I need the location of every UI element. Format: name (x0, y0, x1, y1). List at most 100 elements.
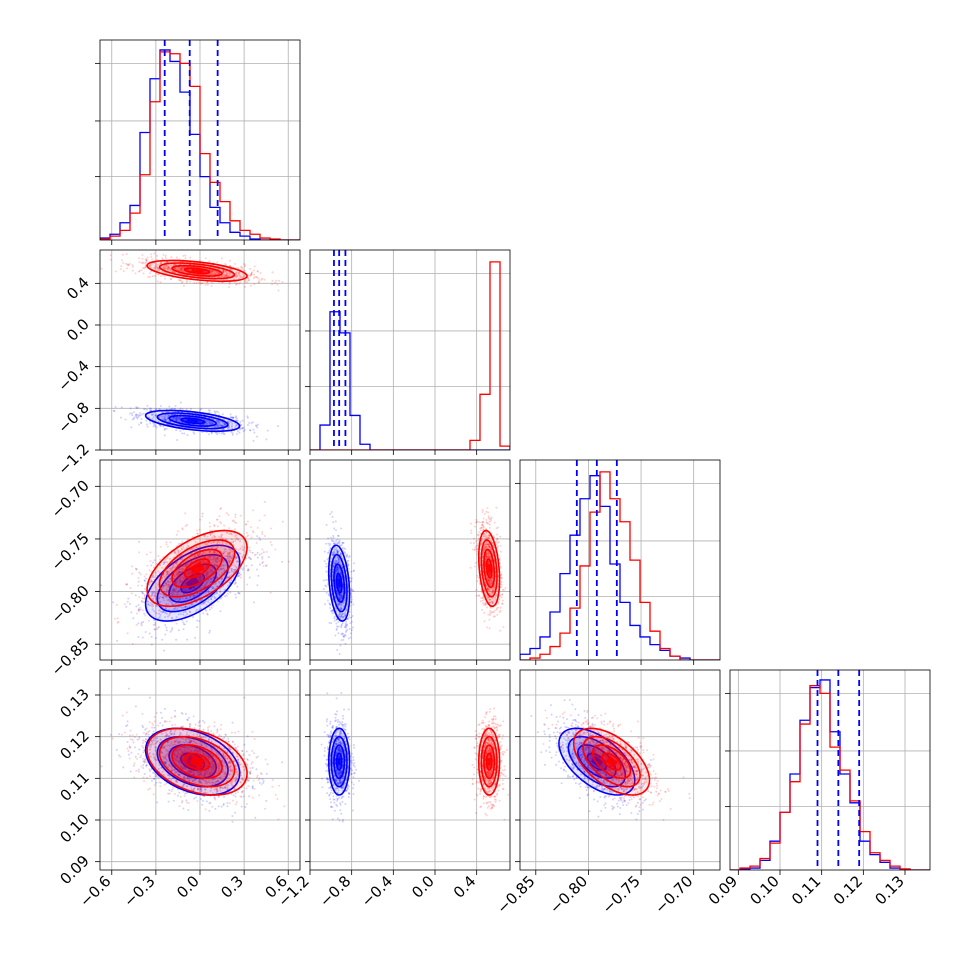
sample-point (198, 577, 201, 580)
sample-point (138, 270, 141, 273)
sample-point (341, 557, 344, 560)
sample-point (340, 552, 343, 555)
sample-point (218, 275, 221, 278)
sample-point (144, 266, 147, 269)
sample-point (215, 592, 218, 595)
sample-point (193, 593, 196, 596)
sample-point (340, 543, 343, 546)
sample-point (177, 568, 180, 571)
sample-point (216, 433, 219, 436)
sample-point (165, 543, 168, 546)
sample-point (141, 257, 144, 260)
sample-point (131, 565, 134, 568)
sample-point (130, 592, 133, 595)
sample-point (233, 564, 236, 567)
sample-point (175, 419, 178, 422)
sample-point (330, 610, 333, 613)
sample-point (228, 264, 231, 267)
sample-point (179, 268, 182, 271)
sample-point (234, 557, 237, 560)
sample-point (182, 267, 185, 270)
sample-point (165, 602, 168, 605)
sample-point (337, 569, 340, 572)
sample-point (141, 261, 144, 264)
sample-point (181, 571, 184, 574)
sample-point (349, 622, 352, 625)
sample-point (179, 578, 182, 581)
sample-point (270, 527, 273, 530)
sample-point (256, 426, 259, 429)
sample-point (228, 532, 231, 535)
sample-point (332, 534, 335, 537)
sample-point (232, 519, 235, 522)
sample-point (245, 557, 248, 560)
sample-point (228, 273, 231, 276)
sample-point (159, 610, 162, 613)
sample-point (256, 584, 259, 587)
sample-point (143, 588, 146, 591)
sample-point (210, 577, 213, 580)
sample-point (342, 636, 345, 639)
sample-point (222, 271, 225, 274)
sample-point (182, 284, 185, 287)
sample-point (206, 573, 209, 576)
sample-point (348, 616, 351, 619)
sample-point (206, 596, 209, 599)
sample-point (221, 544, 224, 547)
sample-point (165, 588, 168, 591)
sample-point (235, 536, 238, 539)
sample-point (242, 430, 245, 433)
sample-point (186, 612, 189, 615)
sample-point (166, 417, 169, 420)
sample-point (343, 551, 346, 554)
sample-point (336, 538, 339, 541)
sample-point (172, 416, 175, 419)
sample-point (214, 555, 217, 558)
sample-point (489, 590, 492, 593)
sample-point (497, 606, 500, 609)
sample-point (149, 422, 152, 425)
sample-point (184, 606, 187, 609)
sample-point (328, 551, 331, 554)
sample-point (193, 550, 196, 553)
sample-point (486, 555, 489, 558)
sample-point (338, 597, 341, 600)
sample-point (219, 424, 222, 427)
sample-point (256, 276, 259, 279)
sample-point (220, 534, 223, 537)
sample-point (169, 584, 172, 587)
sample-point (204, 283, 207, 286)
sample-point (201, 585, 204, 588)
sample-point (217, 268, 220, 271)
sample-point (154, 571, 157, 574)
sample-point (174, 566, 177, 569)
sample-point (490, 540, 493, 543)
sample-point (230, 430, 233, 433)
sample-point (337, 567, 340, 570)
sample-point (337, 559, 340, 562)
sample-point (344, 614, 347, 617)
sample-point (339, 595, 342, 598)
sample-point (337, 561, 340, 564)
sample-point (329, 536, 332, 539)
sample-point (340, 624, 343, 627)
sample-point (174, 581, 177, 584)
sample-point (129, 587, 132, 590)
sample-point (185, 563, 188, 566)
sample-point (216, 585, 219, 588)
sample-point (175, 622, 178, 625)
sample-point (146, 404, 149, 407)
sample-point (156, 258, 159, 261)
sample-point (175, 429, 178, 432)
sample-point (236, 585, 239, 588)
sample-point (281, 520, 284, 523)
sample-point (141, 600, 144, 603)
sample-point (235, 275, 238, 278)
sample-point (339, 552, 342, 555)
sample-point (142, 609, 145, 612)
sample-point (209, 558, 212, 561)
sample-point (335, 549, 338, 552)
sample-point (240, 266, 243, 269)
sample-point (234, 416, 237, 419)
sample-point (337, 534, 340, 537)
